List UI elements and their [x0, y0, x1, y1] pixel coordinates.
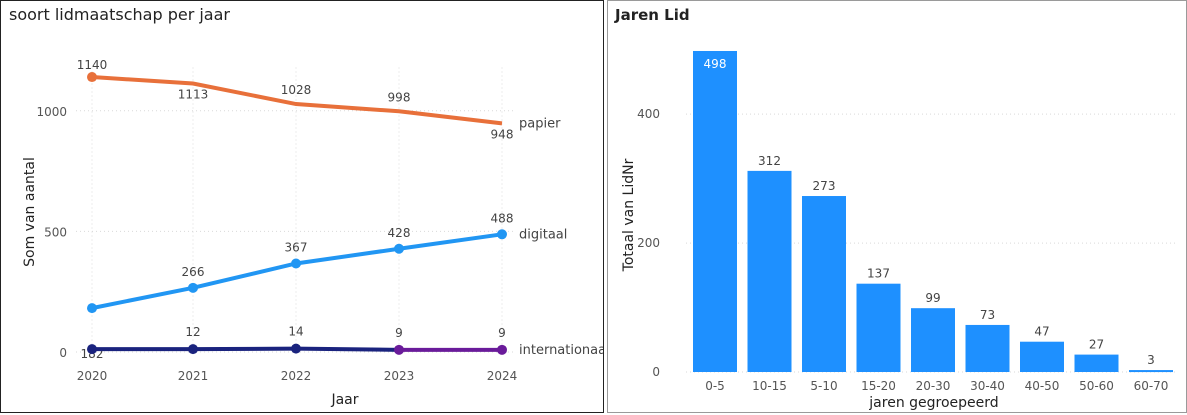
bar: [911, 308, 955, 372]
bar-value-label: 47: [1034, 325, 1049, 339]
bar-value-label: 137: [867, 267, 890, 281]
bar: [1129, 370, 1173, 373]
data-label-papier: 1028: [281, 83, 312, 97]
x-axis-title: jaren gegroepeerd: [868, 395, 998, 411]
bar-value-label: 73: [980, 308, 995, 322]
x-tick-label: 0-5: [705, 379, 725, 393]
line-chart-title: soort lidmaatschap per jaar: [9, 5, 230, 24]
x-tick-label: 40-50: [1025, 379, 1060, 393]
x-axis-title: Jaar: [330, 392, 358, 408]
data-label-digitaal: 428: [388, 226, 411, 240]
y-tick-label: 500: [44, 225, 67, 239]
bar: [1020, 341, 1064, 372]
data-point-digitaal: [394, 243, 404, 254]
bar-chart: 0 200 400 Totaal van LidNr jaren gegroepeerd…: [621, 50, 1178, 411]
y-tick-label: 1000: [36, 105, 67, 119]
data-label-papier: 1140: [77, 58, 108, 72]
y-axis-title: Som van aantal: [22, 157, 38, 267]
bar-value-label: 3: [1147, 353, 1155, 367]
data-label-papier: 1113: [178, 88, 209, 102]
x-tick-label: 60-70: [1134, 379, 1169, 393]
x-tick-label: 5-10: [810, 379, 837, 393]
x-tick-label: 10-15: [752, 379, 787, 393]
y-tick-label: 200: [637, 236, 660, 250]
data-label-internationaal: 14: [288, 325, 303, 339]
x-tick-label: 2023: [384, 369, 415, 383]
series-label-digitaal: digitaal: [519, 227, 567, 242]
bar: [856, 283, 901, 372]
bar: [693, 50, 737, 373]
data-label-papier: 998: [388, 90, 411, 104]
bar-value-label: 273: [813, 179, 836, 193]
data-label-internationaal: 9: [395, 326, 403, 340]
data-point-digitaal: [291, 258, 301, 269]
series-label-internationaal: internationaal: [519, 343, 603, 358]
data-point-digitaal: [497, 229, 507, 240]
y-axis-title: Totaal van LidNr: [621, 158, 637, 272]
x-tick-label: 2024: [487, 369, 518, 383]
data-label-internationaal: 12: [185, 325, 200, 339]
x-tick-label: 30-40: [970, 379, 1005, 393]
bar: [965, 324, 1010, 372]
data-label-digitaal: 266: [182, 265, 205, 279]
data-point-digitaal: [188, 282, 198, 293]
bar-value-label: 27: [1089, 338, 1104, 352]
y-tick-label: 0: [59, 346, 67, 360]
x-tick-label: 2021: [178, 369, 209, 383]
x-tick-label: 15-20: [861, 379, 896, 393]
data-label-internationaal: 9: [498, 326, 506, 340]
bar: [1074, 354, 1119, 372]
series-line-papier: [91, 75, 503, 126]
data-point-internationaal: [188, 344, 198, 355]
bar: [802, 196, 846, 372]
data-label-papier: 948: [491, 127, 514, 141]
bar-chart-title: Jaren Lid: [615, 6, 690, 24]
series-line-internationaal: [92, 346, 400, 352]
data-label-digitaal: 488: [491, 211, 514, 225]
bar-chart-panel: Jaren Lid 0 200 400 Totaal van LidNr jaren g…: [607, 0, 1187, 413]
data-point-internationaal: [87, 344, 97, 355]
data-point-digitaal: [87, 303, 97, 314]
bar-value-label: 498: [704, 57, 727, 71]
bar-value-label: 99: [925, 291, 940, 305]
bar: [747, 170, 792, 372]
x-tick-label: 50-60: [1079, 379, 1114, 393]
data-point-internationaal: [497, 344, 507, 355]
data-point-internationaal: [291, 343, 301, 354]
line-chart-panel: soort lidmaatschap per jaar 0 500 1000 2020…: [0, 0, 604, 413]
x-tick-label: 2020: [77, 369, 108, 383]
y-tick-label: 400: [637, 107, 660, 121]
bar-value-label: 312: [758, 154, 781, 168]
x-tick-label: 2022: [281, 369, 312, 383]
x-tick-label: 20-30: [916, 379, 951, 393]
line-chart: 0 500 1000 2020 2021 2022 2023 2024 Jaar Som van …: [22, 58, 603, 408]
series-label-papier: papier: [519, 116, 561, 131]
data-label-digitaal: 367: [285, 240, 308, 254]
data-point-papier: [87, 72, 97, 83]
y-tick-label: 0: [652, 365, 660, 379]
data-point-internationaal: [394, 344, 404, 355]
